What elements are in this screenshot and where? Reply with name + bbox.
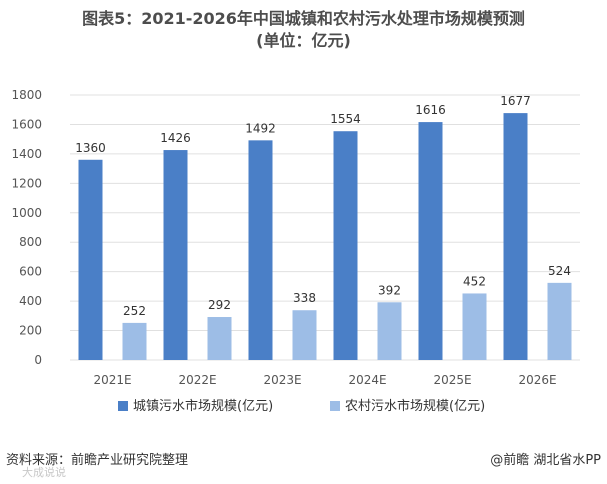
chart-title-line2: (单位：亿元) (256, 31, 351, 50)
data-label: 1677 (500, 94, 531, 108)
chart-title-line1: 图表5：2021-2026年中国城镇和农村污水处理市场规模预测 (82, 9, 525, 28)
y-tick-label: 1200 (11, 176, 42, 190)
bar-urban (503, 113, 528, 360)
legend-label: 城镇污水市场规模(亿元) (133, 398, 273, 414)
data-label: 252 (123, 304, 146, 318)
bar-rural (377, 302, 402, 360)
y-tick-label: 0 (34, 353, 42, 367)
bar-rural (462, 293, 487, 360)
y-tick-label: 1800 (11, 88, 42, 102)
x-tick-label: 2024E (348, 373, 386, 387)
data-label: 452 (463, 274, 486, 288)
data-label: 1492 (245, 121, 276, 135)
bar-urban (333, 131, 358, 360)
y-tick-label: 1400 (11, 147, 42, 161)
data-label: 338 (293, 291, 316, 305)
bar-urban (248, 140, 273, 360)
data-label: 1616 (415, 103, 446, 117)
x-tick-label: 2025E (433, 373, 471, 387)
chart-title: 图表5：2021-2026年中国城镇和农村污水处理市场规模预测 (单位：亿元) (0, 8, 607, 52)
bar-urban (163, 150, 188, 360)
legend-swatch (118, 401, 128, 411)
y-tick-label: 1000 (11, 206, 42, 220)
bar-rural (122, 322, 147, 360)
data-label: 1426 (160, 131, 191, 145)
data-label: 392 (378, 283, 401, 297)
bar-urban (78, 159, 103, 360)
x-tick-label: 2023E (263, 373, 301, 387)
y-tick-label: 400 (19, 294, 42, 308)
legend-swatch (330, 401, 340, 411)
data-label: 524 (548, 264, 571, 278)
y-tick-label: 800 (19, 235, 42, 249)
bar-rural (292, 310, 317, 360)
watermark-text: 大成说说 (22, 466, 66, 479)
legend-label: 农村污水市场规模(亿元) (345, 398, 485, 414)
credit-note: @前瞻 湖北省水PP (490, 453, 601, 468)
data-label: 1360 (75, 141, 106, 155)
source-note: 资料来源：前瞻产业研究院整理 (6, 453, 189, 468)
data-label: 292 (208, 298, 231, 312)
bar-rural (547, 282, 572, 360)
y-tick-label: 600 (19, 265, 42, 279)
data-label: 1554 (330, 112, 361, 126)
y-tick-label: 1600 (11, 117, 42, 131)
x-tick-label: 2026E (518, 373, 556, 387)
bar-rural (207, 317, 232, 360)
x-tick-label: 2021E (93, 373, 131, 387)
y-tick-label: 200 (19, 324, 42, 338)
x-tick-label: 2022E (178, 373, 216, 387)
bar-urban (418, 122, 443, 360)
